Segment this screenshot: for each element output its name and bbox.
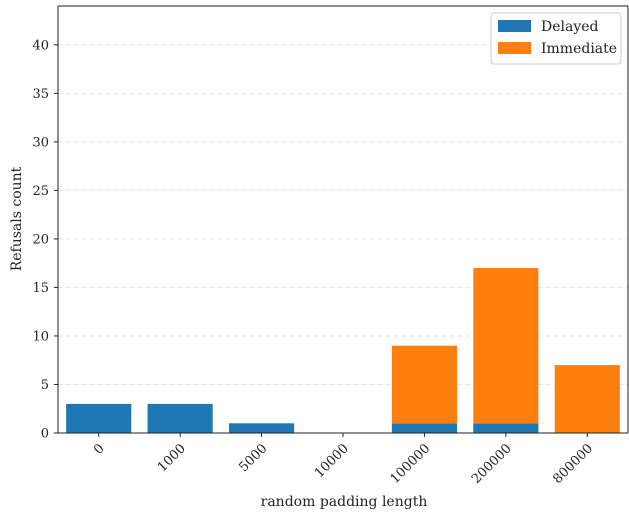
- y-tick-label: 20: [32, 232, 49, 247]
- y-tick-label: 10: [32, 329, 49, 344]
- bar-delayed-200000: [473, 423, 539, 433]
- bar-delayed-100000: [391, 423, 457, 433]
- x-tick-label: 1000: [155, 441, 189, 475]
- x-tick-label: 0: [91, 441, 107, 457]
- x-tick-label: 800000: [550, 441, 596, 487]
- y-tick-label: 35: [32, 87, 49, 102]
- y-tick-label: 40: [32, 38, 49, 53]
- y-tick-label: 30: [32, 135, 49, 150]
- y-tick-label: 15: [32, 281, 49, 296]
- bar-immediate-800000: [554, 365, 620, 433]
- bar-delayed-1000: [147, 403, 213, 433]
- x-tick-label: 100000: [388, 441, 434, 487]
- x-ticks: 0 1000 5000 10000 100000 200000 800000: [91, 433, 596, 487]
- legend-label-immediate: Immediate: [541, 41, 617, 57]
- bar-delayed-0: [66, 403, 132, 433]
- axes: [57, 5, 629, 434]
- gridlines: [58, 44, 628, 434]
- bar-immediate-100000: [391, 345, 457, 424]
- y-tick-label: 0: [41, 427, 49, 442]
- x-axis-label: random padding length: [261, 494, 428, 510]
- bar-delayed-5000: [229, 423, 295, 433]
- bars: [66, 268, 620, 433]
- x-tick-label: 10000: [312, 441, 352, 481]
- y-tick-label: 25: [32, 184, 49, 199]
- y-ticks: 0 5 10 15 20 25 30 35 40: [32, 38, 58, 442]
- x-tick-label: 5000: [236, 441, 270, 475]
- y-axis-label: Refusals count: [9, 166, 25, 271]
- x-tick-label: 200000: [469, 441, 515, 487]
- legend-label-delayed: Delayed: [541, 19, 599, 35]
- legend-swatch-delayed: [498, 20, 531, 32]
- legend-swatch-immediate: [498, 42, 531, 54]
- y-tick-label: 5: [41, 378, 49, 393]
- legend: Delayed Immediate: [490, 12, 622, 65]
- bar-immediate-200000: [473, 268, 539, 424]
